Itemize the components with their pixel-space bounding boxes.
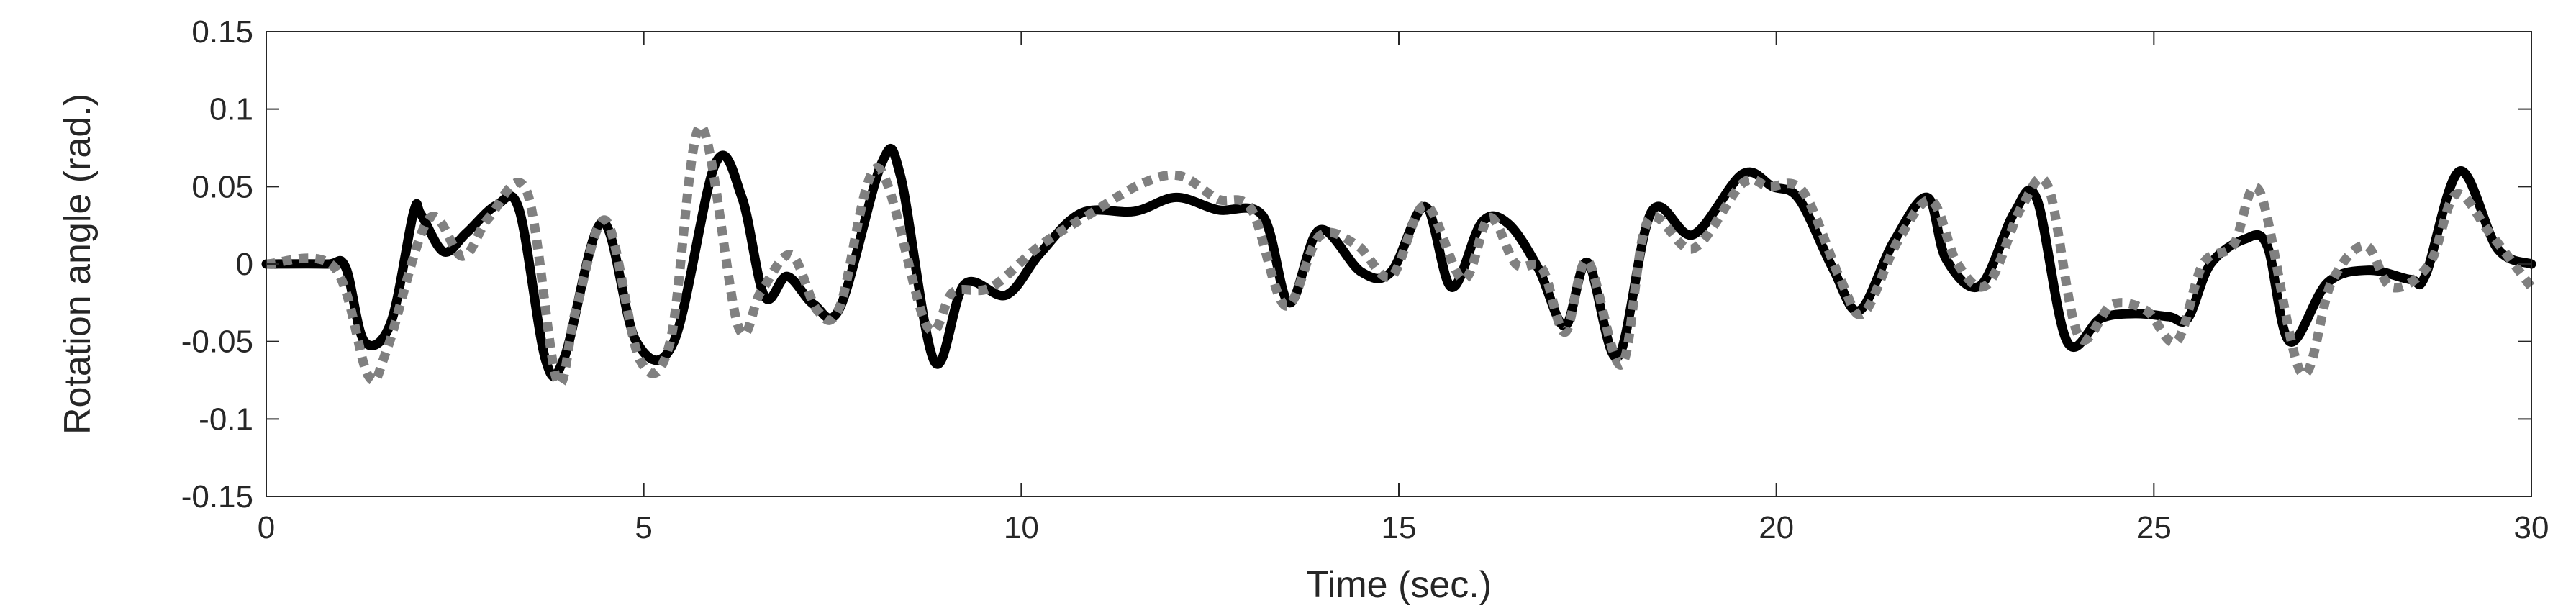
x-tick-label: 15 — [1382, 510, 1417, 545]
x-tick-label: 10 — [1004, 510, 1039, 545]
y-tick-label: 0.1 — [209, 92, 253, 127]
y-tick-label: 0.15 — [191, 14, 253, 50]
x-tick-label: 30 — [2514, 510, 2549, 545]
x-tick-label: 25 — [2136, 510, 2172, 545]
series-layer — [261, 121, 2536, 389]
y-tick-label: 0.05 — [191, 169, 253, 204]
y-tick-label: -0.15 — [181, 479, 253, 514]
x-tick-label: 20 — [1759, 510, 1794, 545]
x-tick-label: 5 — [635, 510, 652, 545]
y-tick-label: -0.1 — [199, 401, 253, 437]
y-tick-label: -0.05 — [181, 324, 253, 360]
x-axis-label: Time (sec.) — [1306, 564, 1492, 606]
y-tick-label: 0 — [236, 247, 253, 282]
x-tick-label: 0 — [258, 510, 275, 545]
axis-ticks: 0 5 10 15 20 25 30 -0.15 -0.1 -0.05 0 0.05 0.1 0.15 — [181, 14, 2549, 545]
y-axis-label: Rotation angle (rad.) — [57, 94, 99, 435]
series-line-dotted — [266, 121, 2536, 389]
